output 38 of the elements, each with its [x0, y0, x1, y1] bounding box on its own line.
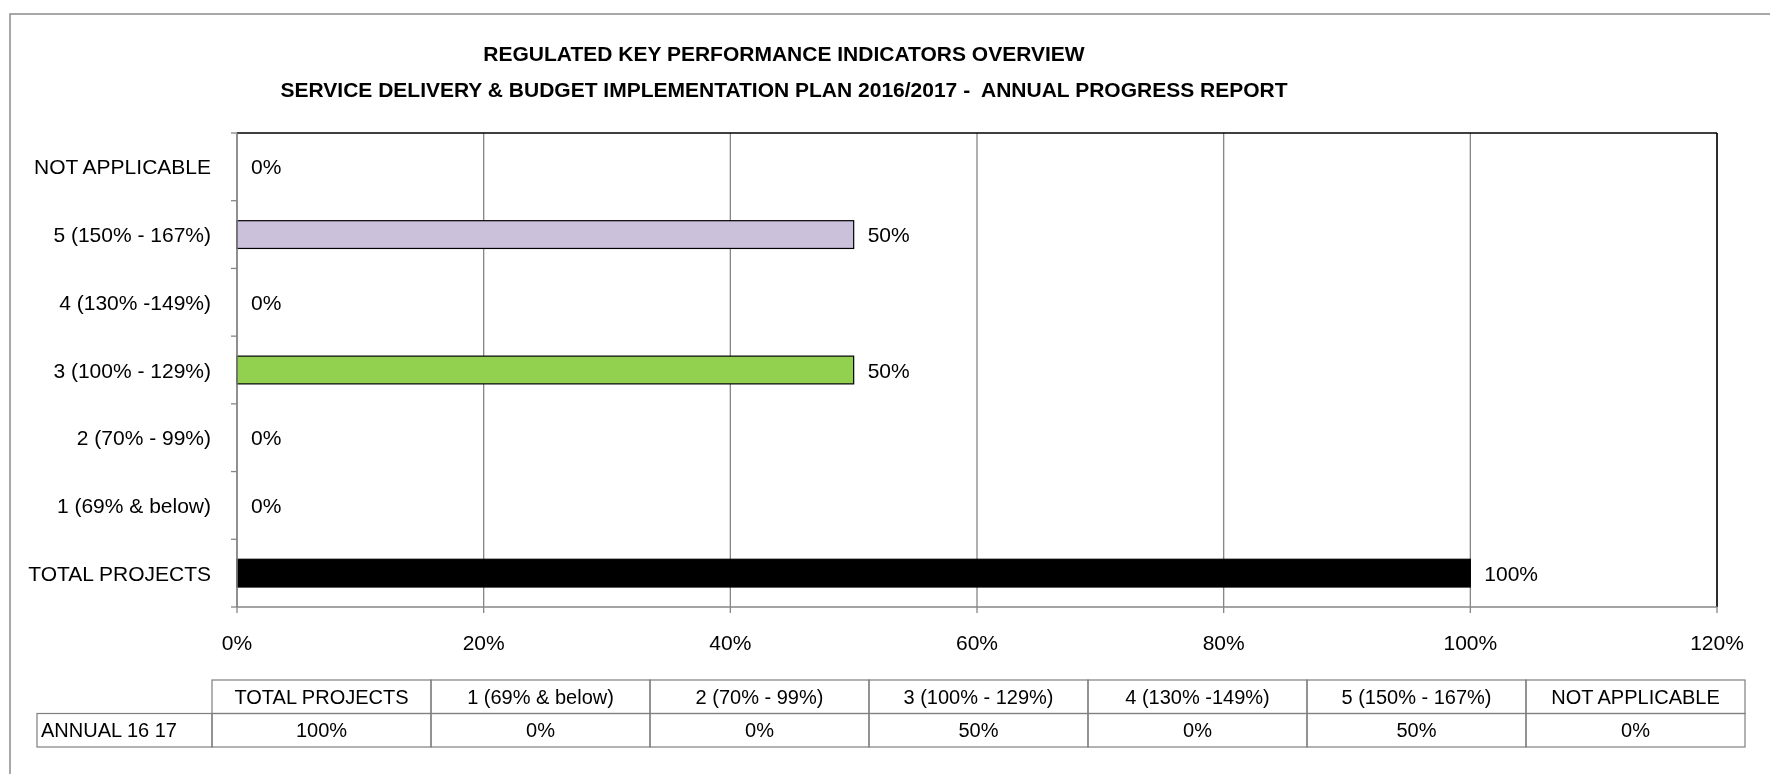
- text: 0%: [1621, 719, 1650, 742]
- y-tick-label: 1 (69% & below): [56, 493, 211, 517]
- y-tick-label: 2 (70% - 99%): [76, 426, 211, 450]
- y-tick-label: NOT APPLICABLE: [33, 155, 211, 179]
- x-tick-label: 60%: [955, 630, 999, 654]
- y-tick-label: 4 (130% -149%): [59, 290, 211, 314]
- data-label: 50%: [867, 223, 910, 247]
- data-label: 0%: [251, 426, 282, 450]
- y-tick-label: 5 (150% - 167%): [53, 223, 211, 247]
- text: 0%: [526, 719, 555, 742]
- text: ANNUAL 16 17: [41, 719, 177, 742]
- x-tick-label: 40%: [709, 630, 752, 654]
- data-label: 50%: [867, 358, 910, 382]
- category-label: NOT APPLICABLE: [1551, 685, 1720, 708]
- category-label: 1 (69% & below): [467, 685, 614, 708]
- text: 100%: [295, 719, 348, 742]
- chart-subtitle: SERVICE DELIVERY & BUDGET IMPLEMENTATION PLAN 2016/2017 - ANNUAL PROGRESS REPORT: [280, 77, 1288, 101]
- y-tick-label: 3 (100% - 129%): [53, 358, 211, 382]
- category-label: 2 (70% - 99%): [695, 685, 824, 708]
- y-tick-label: TOTAL PROJECTS: [28, 561, 211, 585]
- category-label: 3 (100% - 129%): [903, 685, 1054, 708]
- text: 0%: [745, 719, 774, 742]
- x-tick-label: 100%: [1443, 630, 1498, 654]
- data-label: 0%: [251, 493, 282, 517]
- text: 50%: [958, 719, 999, 742]
- text: 50%: [1396, 719, 1437, 742]
- data-label: 100%: [1484, 561, 1539, 585]
- category-label: 4 (130% -149%): [1125, 685, 1270, 708]
- x-tick-label: 20%: [462, 630, 505, 654]
- x-tick-label: 0%: [221, 630, 253, 654]
- data-label: 0%: [251, 290, 282, 314]
- text: 0%: [1183, 719, 1212, 742]
- x-tick-label: 120%: [1690, 630, 1744, 654]
- category-label: TOTAL PROJECTS: [234, 685, 409, 708]
- category-label: 5 (150% - 167%): [1341, 685, 1492, 708]
- chart-title: REGULATED KEY PERFORMANCE INDICATORS OVERVIEW: [483, 41, 1085, 65]
- data-label: 0%: [251, 155, 282, 179]
- x-tick-label: 80%: [1202, 630, 1245, 654]
